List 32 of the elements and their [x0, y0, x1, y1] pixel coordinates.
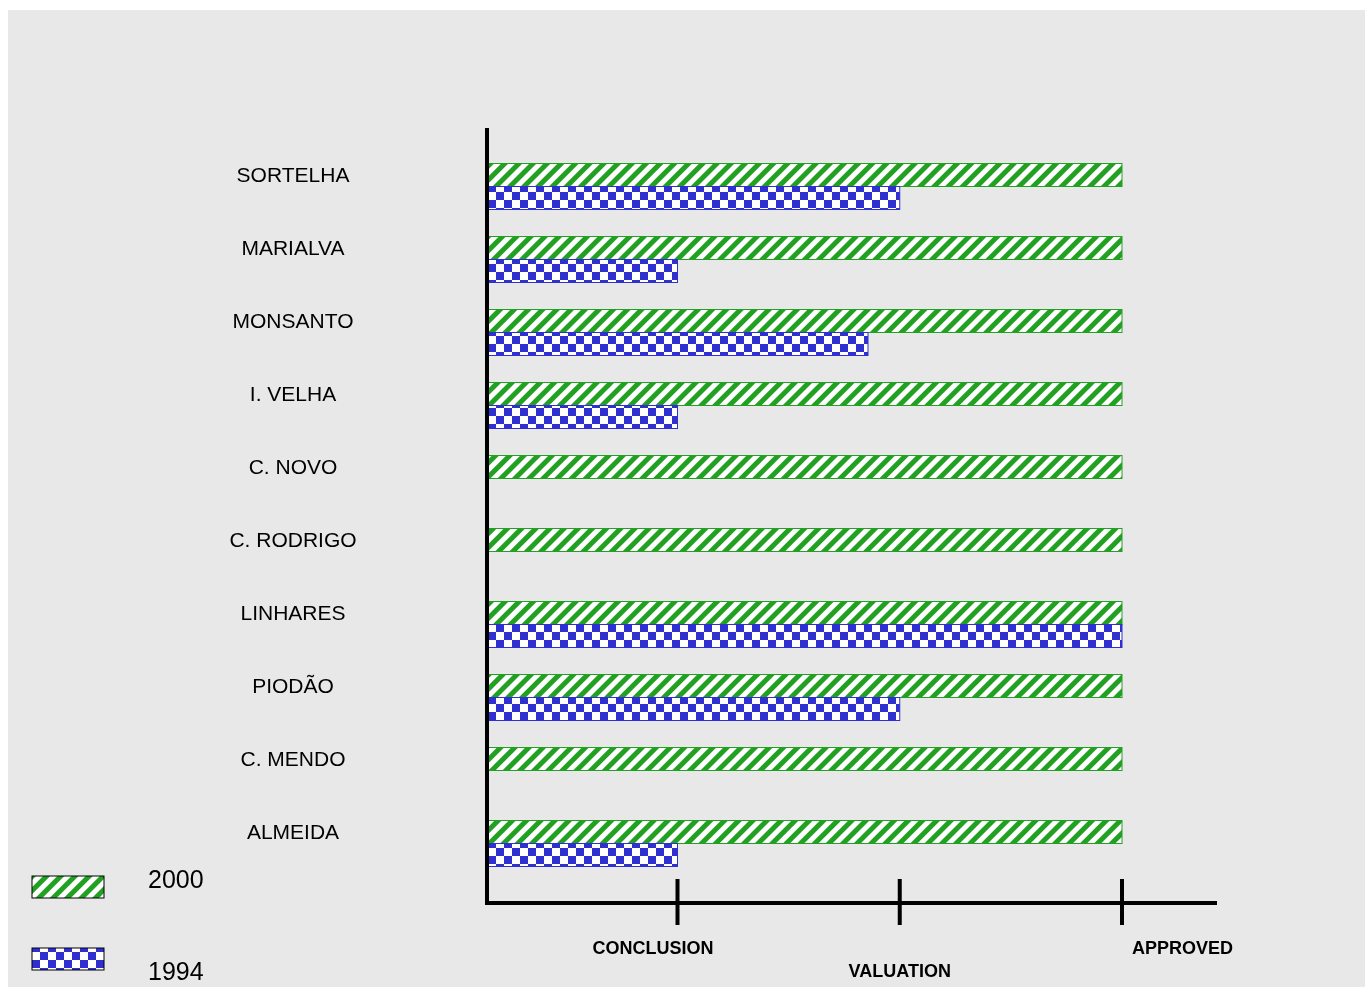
- legend-label: 2000: [148, 865, 204, 893]
- text: VALUATION: [848, 961, 951, 981]
- y-tick-label: ALMEIDA: [246, 819, 340, 843]
- text: APPROVED: [1132, 938, 1234, 958]
- bar: [486, 332, 869, 356]
- bar: [486, 601, 1123, 625]
- bar: [486, 697, 901, 721]
- bar: [486, 674, 1123, 698]
- bar: [486, 382, 1123, 406]
- bar: [486, 455, 1123, 479]
- bar: [486, 820, 1123, 844]
- bar: [486, 624, 1123, 648]
- y-tick-label: C. RODRIGO: [229, 527, 357, 551]
- y-tick-label: C. NOVO: [248, 454, 338, 478]
- text: CONCLUSION: [592, 938, 714, 958]
- bar: [486, 843, 678, 867]
- bar: [486, 186, 901, 210]
- bar: [486, 405, 678, 429]
- y-tick-label: MARIALVA: [241, 235, 345, 259]
- legend-label: 1994: [148, 957, 204, 985]
- bar: [486, 259, 678, 283]
- y-tick-label: MONSANTO: [232, 308, 354, 332]
- bar: [486, 747, 1123, 771]
- y-tick-label: I. VELHA: [249, 381, 337, 405]
- y-tick-label: PIODÃO: [252, 673, 334, 697]
- y-tick-label: C. MENDO: [240, 746, 346, 770]
- bar: [486, 309, 1123, 333]
- bar: [486, 528, 1123, 552]
- y-tick-label: SORTELHA: [236, 162, 350, 186]
- bar: [486, 236, 1123, 260]
- bar: [486, 163, 1123, 187]
- y-tick-label: LINHARES: [240, 600, 346, 624]
